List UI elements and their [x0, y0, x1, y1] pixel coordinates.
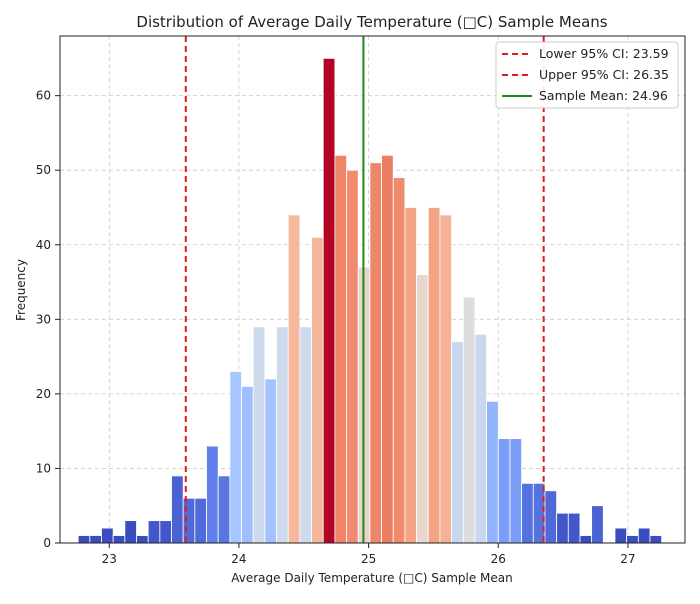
x-tick-label: 27 [620, 552, 635, 566]
histogram-bar [521, 482, 534, 544]
histogram-bar [497, 438, 511, 544]
legend-entry-label: Sample Mean: 24.96 [539, 88, 668, 103]
histogram-bar [532, 482, 546, 544]
bars-layer [77, 57, 663, 544]
histogram-bar [194, 497, 207, 544]
x-axis-label: Average Daily Temperature (□C) Sample Me… [231, 571, 513, 585]
histogram-bar [427, 207, 441, 544]
histogram-bar [276, 326, 289, 544]
histogram-bar [637, 527, 651, 544]
histogram-bar [649, 535, 663, 544]
legend-box [495, 41, 679, 109]
x-tick-label: 24 [231, 552, 246, 566]
plot-frame [59, 35, 686, 544]
histogram-bar [101, 527, 114, 544]
histogram-bar [579, 535, 593, 544]
histogram-bar [369, 162, 382, 544]
histogram-bar [124, 520, 137, 544]
histogram-bar [404, 207, 417, 544]
reference-lines-layer [184, 36, 545, 543]
legend-entry-label: Upper 95% CI: 26.35 [539, 67, 669, 82]
histogram-bar [567, 512, 581, 544]
y-tick-label: 50 [36, 163, 51, 177]
histogram-bar [556, 512, 569, 544]
histogram-bar [311, 236, 324, 544]
histogram-bar [171, 475, 184, 544]
x-tick-label: 25 [361, 552, 376, 566]
histogram-bar [626, 535, 639, 544]
histogram-bar [544, 490, 558, 544]
histogram-bar [462, 296, 476, 544]
histogram-bar [287, 214, 301, 544]
histogram-bar [112, 535, 126, 544]
histogram-bar [252, 326, 266, 544]
histogram-bar [334, 154, 347, 544]
histogram-bar [206, 445, 219, 544]
y-tick-label: 40 [36, 238, 51, 252]
x-tick-label: 23 [102, 552, 117, 566]
histogram-bar [241, 386, 254, 544]
histogram-bar [136, 535, 149, 544]
histogram-bar [322, 57, 336, 544]
chart-title: Distribution of Average Daily Temperatur… [136, 13, 607, 31]
y-tick-label: 0 [43, 536, 51, 550]
histogram-bar [439, 214, 452, 544]
histogram-bar [229, 371, 242, 544]
histogram-bar [614, 527, 628, 544]
histogram-bar [77, 535, 91, 544]
y-tick-label: 30 [36, 312, 51, 326]
x-tick-label: 26 [491, 552, 506, 566]
histogram-bar [147, 520, 161, 544]
histogram-bar [217, 475, 231, 544]
histogram-bar [591, 505, 604, 544]
histogram-bar [486, 400, 499, 544]
histogram-bar [392, 177, 406, 544]
histogram-bar [89, 535, 102, 544]
y-ticks-layer: 0 10 20 30 40 50 60 [36, 89, 60, 550]
histogram-bar [346, 169, 359, 544]
histogram-bar [159, 520, 172, 544]
histogram-bar [474, 333, 488, 544]
histogram-bar [416, 274, 429, 544]
y-axis-label: Frequency [14, 259, 28, 321]
histogram-bar [381, 154, 394, 544]
legend-entry-label: Lower 95% CI: 23.59 [539, 46, 669, 61]
histogram-bar [299, 326, 312, 544]
histogram-bar [509, 438, 523, 544]
x-ticks-layer: 23 24 25 26 27 [102, 543, 636, 566]
histogram-bar [451, 341, 464, 544]
y-tick-label: 60 [36, 89, 51, 103]
y-tick-label: 10 [36, 461, 51, 475]
histogram-bar [264, 378, 277, 544]
y-tick-label: 20 [36, 387, 51, 401]
legend: Lower 95% CI: 23.59 Upper 95% CI: 26.35 Sa… [495, 41, 679, 109]
